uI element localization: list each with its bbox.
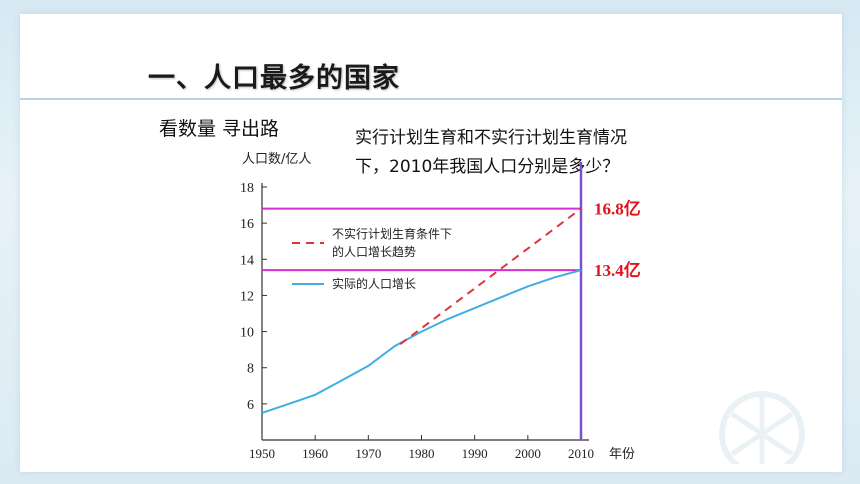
question-line-2: 下，2010年我国人口分别是多少？ [355, 157, 620, 177]
question-line-1: 实行计划生育和不实行计划生育情况 [355, 128, 627, 148]
x-tick-label: 1960 [302, 446, 328, 461]
legend-label-projection-1: 不实行计划生育条件下 [332, 226, 452, 241]
y-tick-label: 10 [240, 326, 254, 341]
legend-label-actual: 实际的人口增长 [332, 276, 416, 291]
content-panel [20, 14, 842, 472]
actual-series-line [261, 269, 582, 414]
projection-series-line [399, 207, 582, 346]
y-tick-label: 14 [240, 253, 254, 268]
y-tick-label: 18 [240, 181, 254, 196]
title-divider [20, 98, 842, 100]
question-text: 实行计划生育和不实行计划生育情况 下，2010年我国人口分别是多少？ [355, 124, 735, 182]
legend-label-projection-2: 的人口增长趋势 [332, 244, 416, 259]
value-label: 16.8亿 [594, 199, 641, 219]
x-tick-label: 1990 [462, 446, 488, 461]
y-tick-label: 16 [240, 217, 254, 232]
slide-subtitle: 看数量 寻出路 [159, 118, 280, 140]
x-tick-label: 1980 [409, 446, 435, 461]
x-axis-title: 年份 [609, 447, 635, 462]
y-tick-label: 8 [247, 362, 254, 377]
x-tick-label: 2000 [515, 446, 541, 461]
y-tick-label: 12 [240, 289, 254, 304]
slide-title: 一、人口最多的国家 [148, 63, 400, 94]
x-tick-label: 1970 [355, 446, 381, 461]
y-axis-title: 人口数/亿人 [242, 152, 311, 167]
value-label: 13.4亿 [594, 260, 641, 280]
y-tick-label: 6 [247, 398, 254, 413]
watermark-logo-icon [719, 391, 805, 464]
x-tick-label: 1950 [249, 446, 275, 461]
x-tick-label: 2010 [568, 446, 594, 461]
